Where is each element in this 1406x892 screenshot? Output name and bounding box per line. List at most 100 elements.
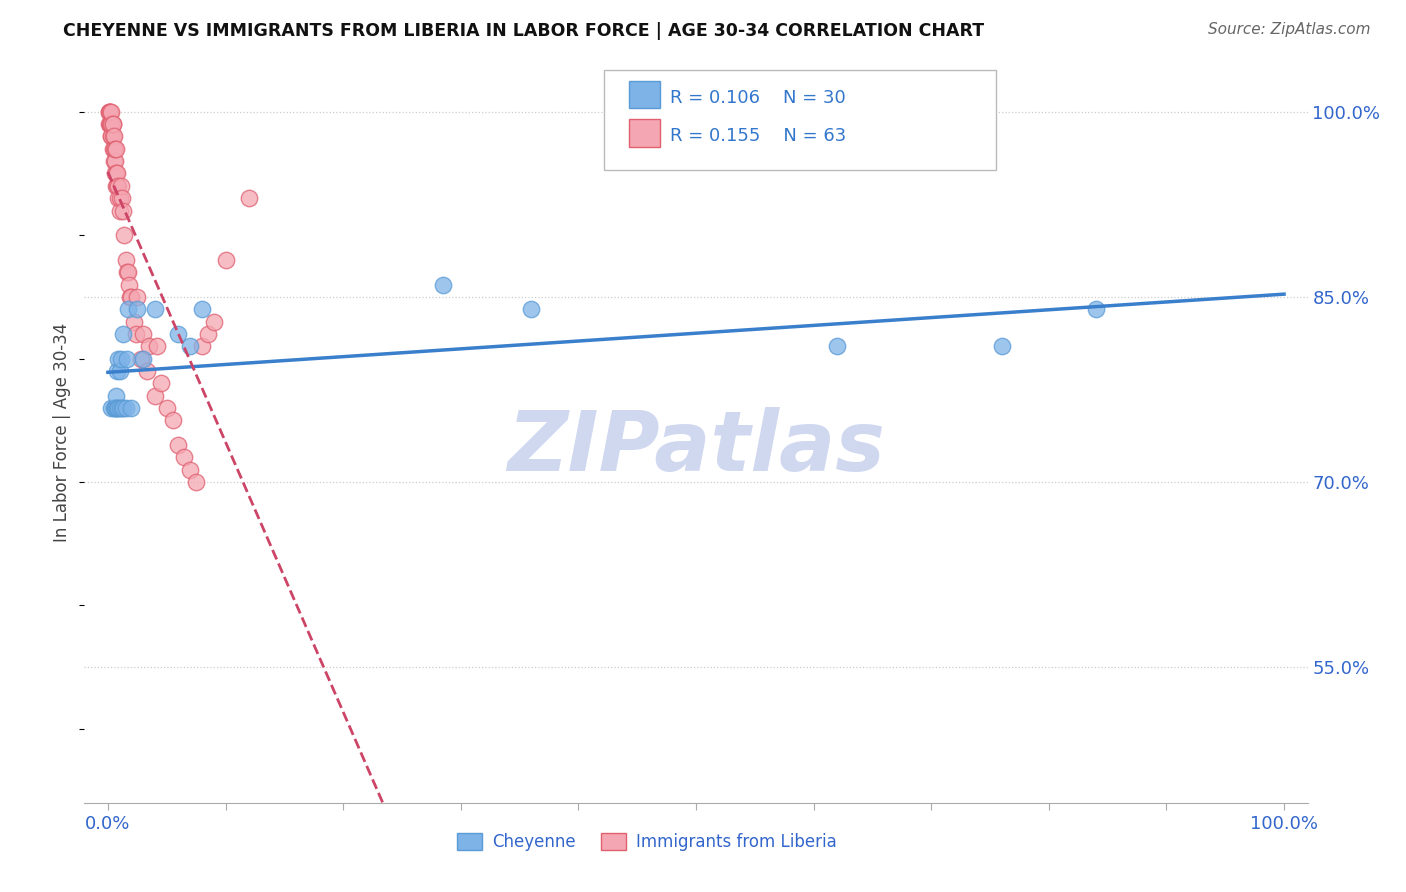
FancyBboxPatch shape [628,81,661,108]
Point [179,463,201,477]
Point [108,191,131,205]
Point [107,191,129,205]
Point [105,401,128,415]
Point [105,364,128,378]
Point [103,142,125,156]
Point [98,104,121,119]
Point [129,351,152,366]
Point [104,154,127,169]
Point [111,191,134,205]
Point [100,117,122,131]
Point [103,154,125,169]
Point [520,302,543,317]
Point [143,389,166,403]
Point [991,339,1014,353]
Point [98,104,121,119]
Point [149,376,172,391]
Point [127,290,149,304]
Point [103,401,125,415]
Point [107,178,129,193]
Point [105,401,128,415]
Point [107,401,129,415]
Point [115,265,138,279]
Point [105,167,128,181]
Point [112,228,135,243]
Point [156,401,179,415]
Point [108,364,131,378]
Point [104,167,127,181]
Text: Source: ZipAtlas.com: Source: ZipAtlas.com [1208,22,1371,37]
Point [105,389,128,403]
Point [135,364,157,378]
Point [100,117,122,131]
Point [125,326,148,341]
Point [101,142,124,156]
Point [825,339,848,353]
Y-axis label: In Labor Force | Age 30-34: In Labor Force | Age 30-34 [53,323,72,542]
FancyBboxPatch shape [628,120,661,147]
Point [117,265,139,279]
Point [115,351,138,366]
Point [167,326,190,341]
Point [105,178,128,193]
Point [118,277,141,292]
Point [214,252,236,267]
Point [1084,302,1107,317]
Text: ZIPatlas: ZIPatlas [508,407,884,488]
Point [105,178,128,193]
Point [110,178,132,193]
Point [100,129,122,144]
Point [184,475,207,489]
Point [98,104,121,119]
Point [108,401,131,415]
Point [104,142,127,156]
Point [112,401,135,415]
Point [197,326,219,341]
Point [143,302,166,317]
Point [98,117,121,131]
Point [202,315,225,329]
Point [146,339,169,353]
Point [101,117,124,131]
Point [114,252,136,267]
Point [167,438,190,452]
Point [191,339,214,353]
Point [132,326,155,341]
Point [110,351,132,366]
Text: CHEYENNE VS IMMIGRANTS FROM LIBERIA IN LABOR FORCE | AGE 30-34 CORRELATION CHART: CHEYENNE VS IMMIGRANTS FROM LIBERIA IN L… [63,22,984,40]
Point [100,401,122,415]
Point [238,191,260,205]
Point [132,351,155,366]
Point [122,315,145,329]
Point [105,142,128,156]
FancyBboxPatch shape [605,70,995,169]
Point [108,203,131,218]
Point [138,339,160,353]
Point [117,302,139,317]
Point [191,302,214,317]
Point [162,413,184,427]
Point [107,351,129,366]
Point [120,401,142,415]
Point [98,104,121,119]
Point [111,401,134,415]
Point [112,203,135,218]
Point [127,302,149,317]
Point [101,129,124,144]
Point [112,326,135,341]
Point [114,401,136,415]
Text: R = 0.155    N = 63: R = 0.155 N = 63 [671,128,846,145]
Point [98,117,121,131]
Legend: Cheyenne, Immigrants from Liberia: Cheyenne, Immigrants from Liberia [451,826,844,857]
Point [100,117,122,131]
Point [120,290,142,304]
Text: R = 0.106    N = 30: R = 0.106 N = 30 [671,89,846,107]
Point [98,117,121,131]
Point [120,290,142,304]
Point [105,167,128,181]
Point [179,339,201,353]
Point [173,450,195,465]
Point [103,129,125,144]
Point [432,277,454,292]
Point [100,129,122,144]
